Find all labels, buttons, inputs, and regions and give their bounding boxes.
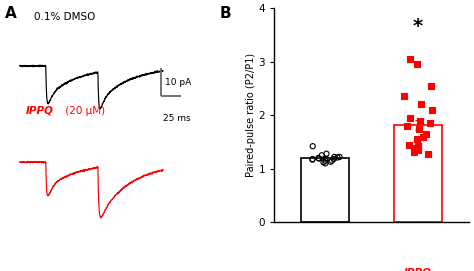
Point [413, 62, 420, 66]
Point [330, 157, 337, 161]
Point [319, 160, 327, 164]
Point [318, 153, 326, 157]
Point [309, 157, 316, 161]
Point [418, 102, 425, 107]
Text: IPPQ: IPPQ [404, 267, 432, 271]
Point [321, 159, 329, 163]
Point [415, 126, 423, 131]
Point [327, 160, 335, 164]
Point [336, 155, 343, 159]
Point [413, 137, 421, 141]
Text: 25 ms: 25 ms [163, 114, 191, 123]
Point [406, 116, 414, 120]
Point [328, 159, 336, 163]
Point [410, 146, 418, 150]
Point [427, 83, 435, 88]
Point [330, 155, 338, 159]
Point [309, 157, 316, 162]
Point [334, 155, 341, 160]
Point [424, 151, 432, 156]
Point [400, 94, 408, 99]
Point [406, 57, 413, 61]
Bar [301, 158, 349, 222]
Point [406, 143, 413, 147]
Point [309, 144, 317, 149]
Point [428, 108, 435, 112]
Point [414, 148, 421, 152]
Text: IPPQ: IPPQ [26, 105, 54, 115]
Point [410, 149, 418, 154]
Y-axis label: Paired-pulse ratio (P2/P1): Paired-pulse ratio (P2/P1) [246, 53, 256, 177]
Bar [394, 125, 442, 222]
Point [321, 161, 329, 166]
Point [422, 132, 429, 136]
Point [427, 121, 434, 125]
Point [315, 156, 323, 161]
Point [323, 151, 330, 156]
Point [315, 156, 322, 160]
Point [414, 144, 422, 149]
Text: 10 pA: 10 pA [165, 78, 191, 87]
Text: 0.1% DMSO: 0.1% DMSO [34, 12, 95, 22]
Point [416, 118, 423, 123]
Text: *: * [413, 17, 423, 36]
Text: A: A [5, 6, 17, 21]
Point [403, 124, 411, 128]
Text: B: B [219, 6, 231, 21]
Point [419, 134, 427, 139]
Text: (20 μM): (20 μM) [62, 105, 105, 115]
